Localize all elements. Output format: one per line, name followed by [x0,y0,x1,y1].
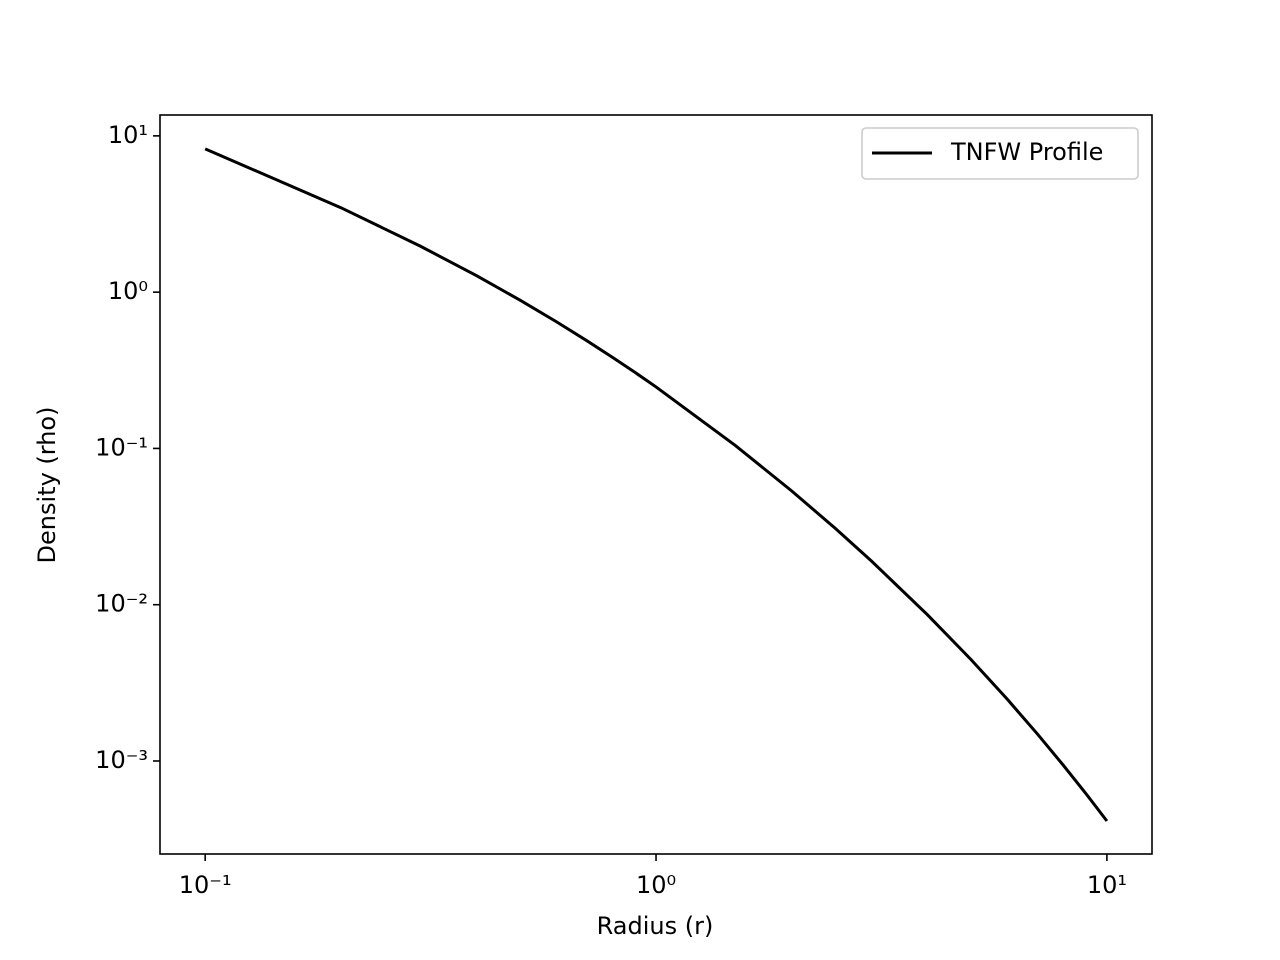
x-tick-label: 10⁰ [636,871,676,899]
plot-frame [159,114,1153,855]
legend-label: TNFW Profile [950,138,1103,166]
y-axis-label: Density (rho) [33,407,61,564]
y-tick-label: 10⁻² [95,590,148,618]
x-tick-label: 10⁻¹ [179,871,232,899]
y-tick-label: 10¹ [108,121,148,149]
x-axis-label: Radius (r) [597,912,714,940]
y-tick-label: 10⁰ [108,277,148,305]
y-tick-label: 10⁻¹ [95,433,148,461]
x-tick-label: 10¹ [1087,871,1127,899]
line-series [204,147,1109,822]
y-tick-label: 10⁻³ [95,746,148,774]
legend-box [861,127,1139,180]
